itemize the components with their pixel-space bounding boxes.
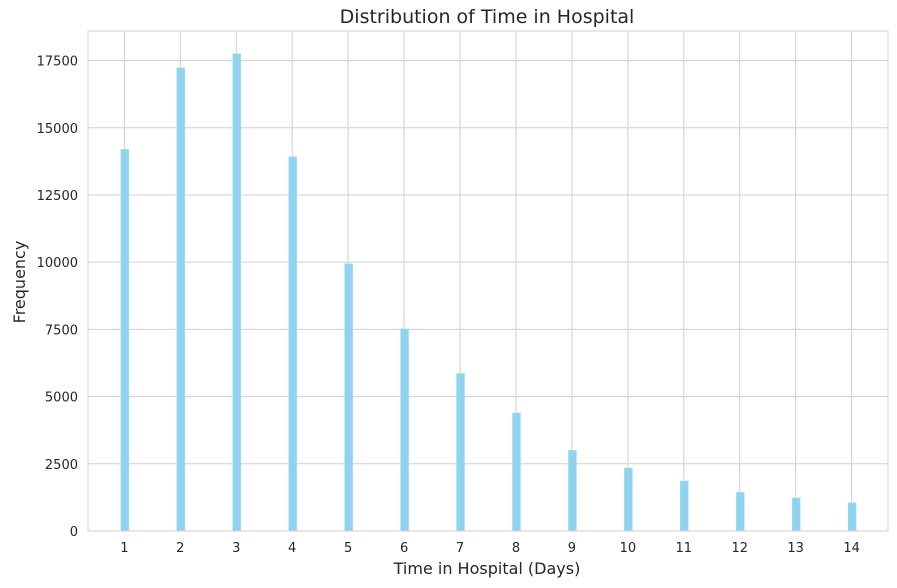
x-tick-label: 11 — [676, 541, 693, 556]
bar-day-11 — [680, 480, 689, 532]
y-tick-label: 5000 — [45, 391, 78, 406]
x-tick-label: 14 — [843, 541, 860, 556]
bar-day-3 — [232, 53, 242, 532]
y-axis-label: Frequency — [10, 241, 29, 324]
bar-day-6 — [400, 328, 409, 532]
x-axis-label: Time in Hospital (Days) — [393, 559, 581, 578]
bar-day-9 — [568, 450, 577, 532]
bars — [120, 53, 857, 532]
x-tick-label: 8 — [512, 541, 520, 556]
x-tick-label: 3 — [232, 541, 240, 556]
y-tick-label: 17500 — [37, 55, 78, 70]
x-tick-label: 1 — [120, 541, 128, 556]
plot-frame — [87, 30, 889, 532]
bar-day-13 — [791, 497, 801, 532]
bar-day-5 — [344, 263, 353, 532]
x-tick-label: 12 — [731, 541, 748, 556]
y-tick-label: 10000 — [37, 256, 78, 271]
x-tick-label: 7 — [456, 541, 464, 556]
bar-day-1 — [120, 148, 130, 532]
bar-day-7 — [456, 373, 465, 532]
bar-day-12 — [735, 491, 745, 532]
y-tick-label: 0 — [70, 525, 78, 540]
grid-lines — [88, 31, 888, 532]
y-tick-label: 15000 — [37, 122, 78, 137]
y-tick-label: 12500 — [37, 189, 78, 204]
bar-day-4 — [288, 156, 297, 532]
x-tick-label: 5 — [344, 541, 352, 556]
x-tick-label: 4 — [288, 541, 296, 556]
x-tick-label: 9 — [568, 541, 576, 556]
x-tick-labels: 1 2 3 4 5 6 7 8 9 10 11 12 13 14 — [120, 541, 860, 556]
bar-day-14 — [847, 502, 857, 532]
bar-day-10 — [624, 467, 633, 532]
x-tick-label: 2 — [176, 541, 184, 556]
x-tick-label: 6 — [400, 541, 408, 556]
bar-day-2 — [176, 67, 186, 532]
y-tick-label: 2500 — [45, 458, 78, 473]
y-tick-label: 7500 — [45, 323, 78, 338]
x-tick-label: 13 — [787, 541, 804, 556]
chart-title: Distribution of Time in Hospital — [340, 6, 635, 28]
x-tick-label: 10 — [620, 541, 637, 556]
y-tick-labels: 0 2500 5000 7500 10000 12500 15000 17500 — [37, 55, 78, 540]
bar-day-8 — [512, 412, 521, 532]
